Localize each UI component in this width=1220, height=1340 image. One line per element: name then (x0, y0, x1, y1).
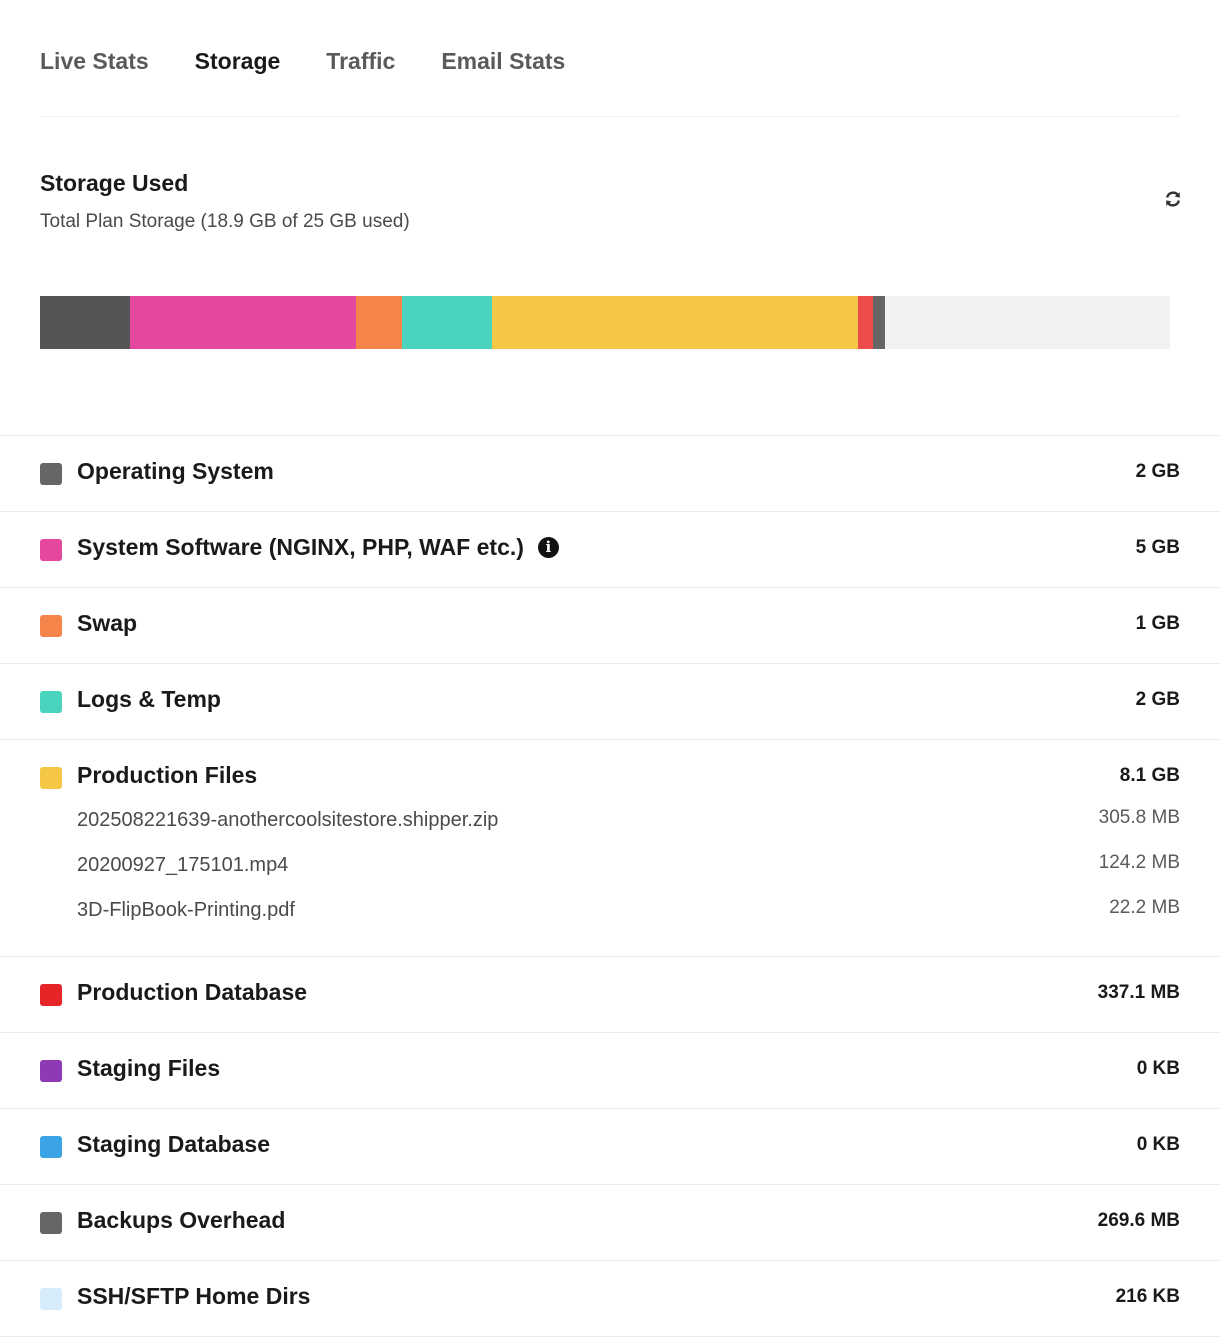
storage-category-row: Operating System 2 GB (0, 436, 1220, 512)
color-swatch (40, 1060, 62, 1082)
storage-category-row: Backups Overhead 269.6 MB (0, 1185, 1220, 1261)
info-icon[interactable]: i (537, 537, 559, 558)
category-label: Operating System (77, 458, 274, 485)
category-header: Backups Overhead 269.6 MB (0, 1185, 1220, 1260)
tab-traffic[interactable]: Traffic (326, 48, 396, 74)
color-swatch (40, 539, 62, 561)
category-name: Staging Files (77, 1055, 221, 1081)
category-label: Production Files (77, 762, 257, 789)
storage-summary: Total Plan Storage (18.9 GB of 25 GB use… (40, 211, 410, 232)
category-header: SSH/SFTP Home Dirs 216 KB (0, 1261, 1220, 1336)
category-header: Staging Database 0 KB (0, 1109, 1220, 1184)
storage-category-row: SSH/SFTP Home Dirs 216 KB (0, 1261, 1220, 1337)
category-label: SSH/SFTP Home Dirs (77, 1283, 310, 1310)
category-name: Production Files (77, 762, 258, 788)
color-swatch (40, 984, 62, 1006)
category-header: Logs & Temp 2 GB (0, 664, 1220, 739)
category-size: 337.1 MB (1097, 982, 1180, 1003)
category-name: Staging Database (77, 1131, 270, 1157)
tab-email-stats[interactable]: Email Stats (441, 48, 566, 74)
usage-segment-logs-temp (401, 296, 492, 349)
file-size: 22.2 MB (1109, 897, 1180, 918)
category-header: Operating System 2 GB (0, 436, 1220, 511)
category-name: Backups Overhead (77, 1207, 286, 1233)
category-name: Swap (77, 610, 138, 636)
category-name: Production Database (77, 979, 308, 1005)
category-label: Staging Database (77, 1131, 270, 1158)
file-size: 124.2 MB (1098, 852, 1180, 873)
category-label: Swap (77, 610, 137, 637)
category-size: 269.6 MB (1097, 1210, 1180, 1231)
category-size: 216 KB (1115, 1286, 1180, 1307)
file-size: 305.8 MB (1098, 807, 1180, 828)
file-item: 3D-FlipBook-Printing.pdf 22.2 MB (0, 895, 1220, 940)
color-swatch (40, 691, 62, 713)
file-name: 3D-FlipBook-Printing.pdf (77, 899, 295, 921)
category-header: Swap 1 GB (0, 588, 1220, 663)
category-size: 0 KB (1136, 1058, 1180, 1079)
tab-storage[interactable]: Storage (194, 48, 281, 74)
category-name: System Software (NGINX, PHP, WAF etc.) (77, 534, 524, 560)
file-item: 20200927_175101.mp4 124.2 MB (0, 850, 1220, 895)
category-size: 5 GB (1135, 537, 1180, 558)
usage-segment-backups-overhead (873, 296, 886, 349)
refresh-icon[interactable] (1160, 186, 1186, 212)
color-swatch (40, 1212, 62, 1234)
category-size: 2 GB (1135, 461, 1180, 482)
category-name: Logs & Temp (77, 686, 221, 712)
color-swatch (40, 615, 62, 637)
color-swatch (40, 1136, 62, 1158)
category-label: Staging Files (77, 1055, 220, 1082)
category-label: System Software (NGINX, PHP, WAF etc.) i (77, 534, 559, 561)
usage-segment-production-database (858, 296, 874, 349)
category-header: Staging Files 0 KB (0, 1033, 1220, 1108)
file-name: 202508221639-anothercoolsitestore.shippe… (77, 809, 499, 831)
usage-segment-operating-system (40, 296, 131, 349)
tabs-divider (40, 116, 1180, 117)
usage-segment-swap (356, 296, 402, 349)
refresh-icon-glyph (1166, 191, 1180, 207)
category-size: 0 KB (1136, 1134, 1180, 1155)
storage-category-row: Staging Files 0 KB (0, 1033, 1220, 1109)
file-item: 202508221639-anothercoolsitestore.shippe… (0, 805, 1220, 850)
category-size: 8.1 GB (1119, 765, 1180, 786)
storage-category-row: System Software (NGINX, PHP, WAF etc.) i 5… (0, 512, 1220, 588)
color-swatch (40, 463, 62, 485)
storage-category-row: Logs & Temp 2 GB (0, 664, 1220, 740)
storage-usage-bar (40, 296, 1170, 349)
storage-category-row: Staging Database 0 KB (0, 1109, 1220, 1185)
category-label: Logs & Temp (77, 686, 221, 713)
usage-segment-production-files (491, 296, 859, 349)
category-size: 2 GB (1135, 689, 1180, 710)
tab-live-stats[interactable]: Live Stats (40, 48, 149, 74)
category-header: Production Database 337.1 MB (0, 957, 1220, 1032)
storage-category-row: Production Files 8.1 GB 202508221639-anoth… (0, 740, 1220, 957)
color-swatch (40, 1288, 62, 1310)
storage-category-row: Production Database 337.1 MB (0, 957, 1220, 1033)
category-name: SSH/SFTP Home Dirs (77, 1283, 311, 1309)
storage-category-row: Swap 1 GB (0, 588, 1220, 664)
category-header: Production Files 8.1 GB (0, 740, 1220, 815)
category-size: 1 GB (1135, 613, 1180, 634)
file-name: 20200927_175101.mp4 (77, 854, 289, 876)
category-name: Operating System (77, 458, 274, 484)
usage-segment-system-software-nginx-php-waf-etc (130, 296, 357, 349)
category-label: Backups Overhead (77, 1207, 285, 1234)
section-title: Storage Used (40, 170, 189, 196)
largest-files-list: 202508221639-anothercoolsitestore.shippe… (0, 805, 1220, 956)
color-swatch (40, 767, 62, 789)
storage-category-list: Operating System 2 GB System Software (NGI… (0, 435, 1220, 1337)
stats-tabs: Live Stats Storage Traffic Email Stats (40, 44, 565, 78)
category-label: Production Database (77, 979, 307, 1006)
category-header: System Software (NGINX, PHP, WAF etc.) i 5… (0, 512, 1220, 587)
